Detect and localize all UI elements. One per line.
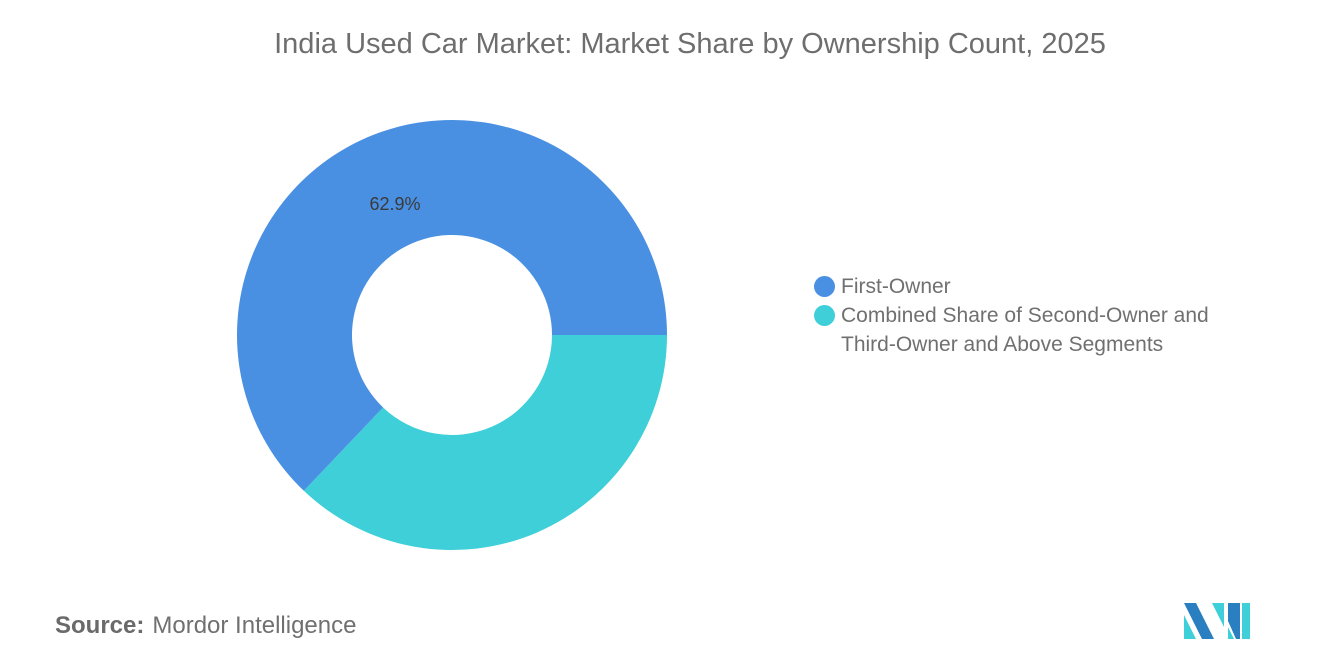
donut-slice-0	[237, 119, 668, 491]
legend-swatch	[814, 276, 835, 297]
chart-title: India Used Car Market: Market Share by O…	[274, 28, 1106, 60]
legend-label: First-Owner	[841, 275, 951, 298]
data-label-0: 62.9%	[369, 194, 420, 214]
legend-item-first-owner: First-Owner	[814, 272, 1241, 301]
donut-slice-1	[303, 335, 667, 550]
legend-item-second-third-owner: Combined Share of Second-Owner and Third…	[814, 301, 1241, 359]
legend-swatch	[814, 305, 835, 326]
legend: First-Owner Combined Share of Second-Own…	[814, 272, 1241, 359]
source-value: Mordor Intelligence	[152, 612, 357, 639]
legend-label: Combined Share of Second-Owner and Third…	[841, 304, 1209, 356]
mordor-logo	[1184, 603, 1250, 639]
source-note: Source: Mordor Intelligence	[55, 612, 356, 640]
source-label: Source:	[55, 612, 145, 639]
